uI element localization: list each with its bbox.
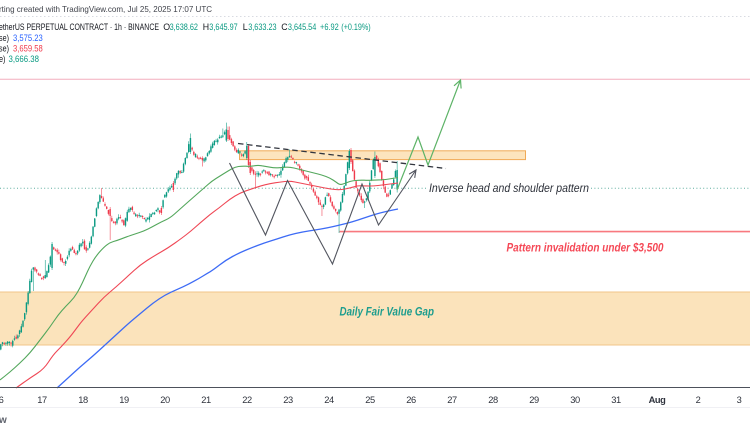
svg-text:22: 22 xyxy=(242,395,252,405)
svg-text:30: 30 xyxy=(570,395,580,405)
svg-text:O: O xyxy=(163,22,170,32)
svg-text:(+0.19%): (+0.19%) xyxy=(341,22,370,32)
svg-text:26: 26 xyxy=(406,395,416,405)
svg-text:3,633.23: 3,633.23 xyxy=(248,22,276,32)
svg-text:H: H xyxy=(203,22,209,32)
svg-text:28: 28 xyxy=(488,395,498,405)
svg-text:23: 23 xyxy=(283,395,293,405)
svg-text:C: C xyxy=(281,22,288,32)
svg-text:se): se) xyxy=(0,33,9,43)
svg-text:Inverse head and shoulder patt: Inverse head and shoulder pattern xyxy=(429,183,589,195)
svg-text:+6.92: +6.92 xyxy=(320,22,339,32)
svg-text:3,575.23: 3,575.23 xyxy=(13,33,43,43)
svg-text:18: 18 xyxy=(78,395,88,405)
svg-text:20: 20 xyxy=(160,395,170,405)
svg-text:Daily Fair Value Gap: Daily Fair Value Gap xyxy=(340,307,435,319)
svg-text:21: 21 xyxy=(201,395,211,405)
svg-text:Pattern invalidation under $3,: Pattern invalidation under $3,500 xyxy=(507,243,665,255)
svg-text:Aug: Aug xyxy=(649,395,667,405)
svg-text:se): se) xyxy=(0,44,9,54)
svg-text:25: 25 xyxy=(365,395,375,405)
svg-text:29: 29 xyxy=(529,395,539,405)
svg-text:24: 24 xyxy=(324,395,334,405)
svg-text:3,659.58: 3,659.58 xyxy=(13,44,43,54)
svg-text:3: 3 xyxy=(737,395,742,405)
svg-text:2: 2 xyxy=(696,395,701,405)
svg-text:w: w xyxy=(0,415,7,426)
svg-text:3,645.54: 3,645.54 xyxy=(288,22,316,32)
svg-text:31: 31 xyxy=(611,395,621,405)
svg-text:6: 6 xyxy=(0,395,4,405)
svg-text:27: 27 xyxy=(447,395,457,405)
svg-text:3,638.62: 3,638.62 xyxy=(170,22,198,32)
svg-text:3,645.97: 3,645.97 xyxy=(209,22,237,32)
svg-text:L: L xyxy=(243,22,248,32)
svg-text:3,666.38: 3,666.38 xyxy=(9,54,40,64)
svg-text:etherUS PERPETUAL CONTRACT · 1: etherUS PERPETUAL CONTRACT · 1h · BINANC… xyxy=(0,22,159,32)
svg-text:e): e) xyxy=(0,54,6,64)
svg-text:17: 17 xyxy=(37,395,47,405)
svg-text:19: 19 xyxy=(119,395,129,405)
svg-text:rting created with TradingView: rting created with TradingView.com, Jul … xyxy=(0,4,212,14)
